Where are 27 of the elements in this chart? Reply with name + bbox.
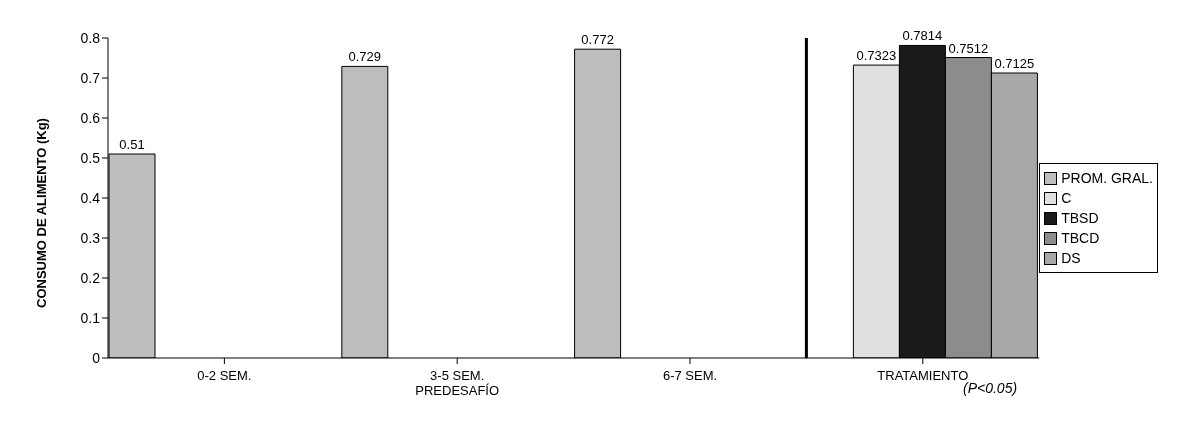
data-label: 0.51 (119, 137, 145, 152)
y-tick-label: 0.7 (80, 69, 101, 86)
legend-label: DS (1061, 249, 1081, 268)
legend-label: C (1061, 189, 1072, 208)
text: (P<0.05) (963, 380, 1018, 396)
y-tick-label: 0.3 (80, 229, 101, 246)
y-tick-label: 0.4 (80, 189, 101, 206)
data-label: 0.7323 (856, 48, 897, 64)
y-tick-label: 0.6 (80, 109, 101, 126)
y-tick-label: 0 (92, 349, 101, 366)
legend-label: TBCD (1061, 229, 1100, 248)
data-label: 0.7814 (902, 28, 943, 44)
y-tick-label: 0.1 (80, 309, 101, 326)
x-tick-label: 3-5 SEM. PREDESAFÍO (415, 368, 500, 398)
x-tick-label: 0-2 SEM. (197, 368, 252, 383)
y-tick-label: 0.8 (80, 29, 101, 46)
legend-label: PROM. GRAL. (1061, 169, 1153, 188)
y-tick-label: 0.2 (80, 269, 101, 286)
data-label: 0.7125 (994, 56, 1035, 71)
y-tick-label: 0.5 (80, 149, 101, 166)
data-label: 0.729 (348, 49, 382, 65)
legend-label: TBSD (1061, 209, 1099, 228)
x-tick-label: 6-7 SEM. (662, 368, 718, 383)
x-tick-label: TRATAMIENTO (877, 368, 969, 383)
data-label: 0.7512 (948, 40, 989, 56)
data-label: 0.772 (581, 32, 614, 48)
y-axis-title: CONSUMO DE ALIMENTO (Kg) (33, 118, 49, 308)
